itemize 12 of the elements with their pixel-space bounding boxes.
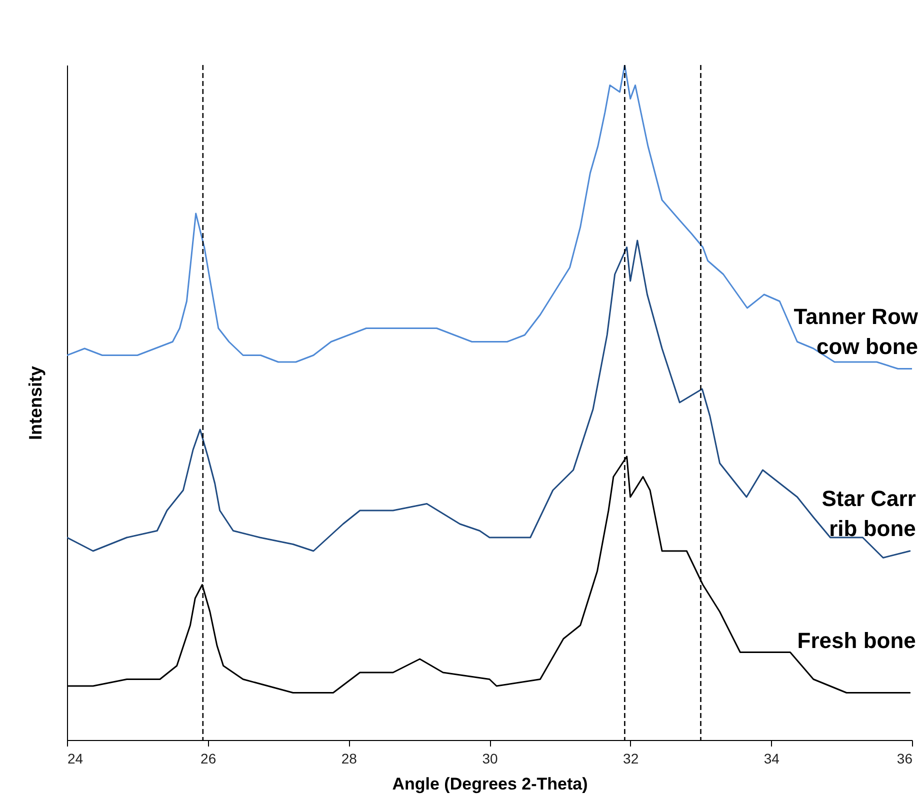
x-tick-label: 26 bbox=[200, 750, 216, 766]
x-tick-label: 32 bbox=[623, 750, 639, 766]
y-axis-title: Intensity bbox=[26, 366, 46, 440]
x-tick-label: 24 bbox=[68, 750, 84, 766]
series-label: Fresh bone bbox=[797, 628, 916, 653]
x-tick-label: 28 bbox=[341, 750, 358, 766]
x-tick-label: 36 bbox=[896, 750, 913, 766]
series-label: Star Carr rib bone bbox=[822, 486, 916, 541]
x-tick-label: 34 bbox=[764, 750, 780, 766]
x-tick-label: 30 bbox=[482, 750, 498, 766]
series-label: Tanner Row cow bone bbox=[794, 304, 919, 359]
x-axis-title: Angle (Degrees 2-Theta) bbox=[392, 774, 588, 794]
